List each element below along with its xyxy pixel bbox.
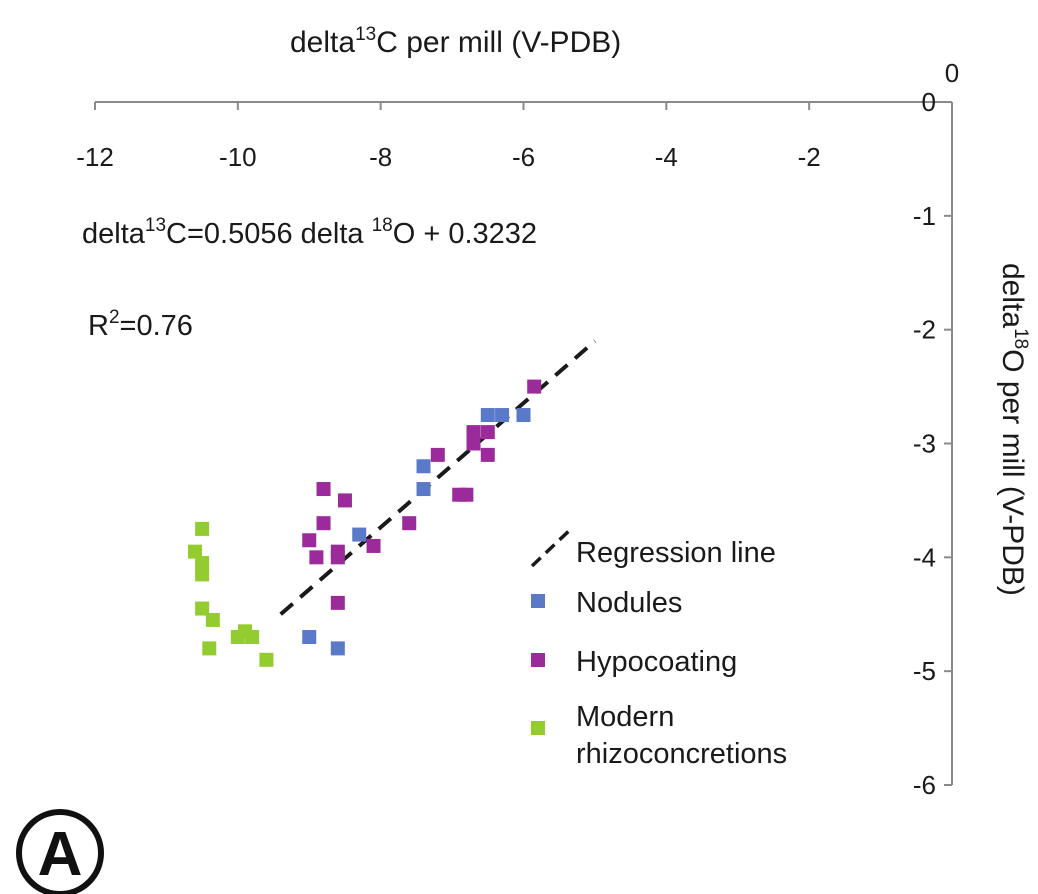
equation-part2: C=0.5056 delta xyxy=(166,218,372,250)
legend-hypocoating-swatch xyxy=(531,653,545,667)
point-modern-rhizoconcretions xyxy=(195,601,210,616)
x-tick-label: -2 xyxy=(798,142,821,172)
point-hypocoating xyxy=(402,516,417,531)
point-hypocoating xyxy=(466,436,481,451)
x-axis-end-label: 0 xyxy=(945,58,959,88)
point-nodules xyxy=(480,408,495,423)
point-hypocoating xyxy=(302,533,317,548)
x-axis-title-rest: C per mill (V-PDB) xyxy=(376,26,621,59)
x-ticks: -12 -10 -8 -6 -4 -2 xyxy=(76,102,821,172)
legend-regression-label: Regression line xyxy=(576,537,776,569)
regression-line xyxy=(279,339,597,616)
point-nodules xyxy=(416,482,431,497)
axes xyxy=(95,101,953,785)
legend-modern-rhizoconcretions-swatch xyxy=(531,721,545,735)
point-modern-rhizoconcretions xyxy=(195,567,210,582)
point-nodules xyxy=(352,527,367,542)
legend-modern-line1: Modern xyxy=(576,701,674,733)
equation-part1: delta xyxy=(82,218,146,250)
point-hypocoating xyxy=(316,482,331,497)
point-modern-rhizoconcretions xyxy=(259,652,274,667)
legend-modern-line2: rhizoconcretions xyxy=(576,738,787,770)
legend-regression-swatch xyxy=(530,526,574,568)
point-modern-rhizoconcretions xyxy=(195,521,210,536)
y-axis-title-rest: O per mill (V-PDB) xyxy=(996,349,1029,596)
x-tick-label: -10 xyxy=(219,142,257,172)
panel-label-circle xyxy=(16,809,104,894)
y-axis-title-sup: 18 xyxy=(1010,328,1031,349)
r-squared-sup: 2 xyxy=(109,307,120,328)
x-tick-label: -6 xyxy=(512,142,535,172)
point-nodules xyxy=(516,408,531,423)
y-axis-title-main: delta xyxy=(996,263,1029,328)
point-hypocoating xyxy=(527,379,542,394)
r-squared-prefix: R xyxy=(88,310,109,342)
y-tick-label: -5 xyxy=(913,656,936,686)
point-hypocoating xyxy=(466,425,481,440)
point-hypocoating xyxy=(480,425,495,440)
x-axis-title-sup: 13 xyxy=(355,24,376,45)
point-hypocoating xyxy=(330,550,345,565)
point-hypocoating xyxy=(480,447,495,462)
point-hypocoating xyxy=(309,550,324,565)
x-axis-title: delta13C per mill (V-PDB) xyxy=(290,24,621,59)
point-modern-rhizoconcretions xyxy=(202,641,217,656)
y-axis-title: delta18O per mill (V-PDB) xyxy=(996,263,1031,596)
equation-sup1: 13 xyxy=(145,215,166,236)
y-ticks: 0 -1 -2 -3 -4 -5 -6 xyxy=(913,87,952,800)
data-points xyxy=(187,379,542,667)
point-modern-rhizoconcretions xyxy=(205,612,220,627)
equation-part3: O + 0.3232 xyxy=(393,218,537,250)
r-squared-label: R2=0.76 xyxy=(88,307,193,342)
point-hypocoating xyxy=(316,516,331,531)
y-tick-label: 0 xyxy=(922,87,936,117)
point-hypocoating xyxy=(337,493,352,508)
legend-hypocoating-label: Hypocoating xyxy=(576,646,737,678)
point-hypocoating xyxy=(459,487,474,502)
legend: Regression line Nodules Hypocoating Mode… xyxy=(530,526,787,770)
panel-label: A xyxy=(16,809,104,894)
point-hypocoating xyxy=(430,447,445,462)
legend-nodules-swatch xyxy=(531,594,545,608)
point-modern-rhizoconcretions xyxy=(245,630,260,645)
x-tick-label: -4 xyxy=(655,142,678,172)
point-hypocoating xyxy=(366,538,381,553)
point-modern-rhizoconcretions xyxy=(195,556,210,571)
legend-nodules-label: Nodules xyxy=(576,587,682,619)
x-tick-label: -12 xyxy=(76,142,114,172)
y-tick-label: -1 xyxy=(913,201,936,231)
point-nodules xyxy=(416,459,431,474)
point-nodules xyxy=(330,641,345,656)
panel-label-letter: A xyxy=(38,820,83,889)
point-modern-rhizoconcretions xyxy=(187,544,202,559)
legend-modern-rhizoconcretions-label: Modern rhizoconcretions xyxy=(576,701,787,770)
point-nodules xyxy=(302,630,317,645)
point-hypocoating xyxy=(330,595,345,610)
r-squared-rest: =0.76 xyxy=(120,310,193,342)
y-tick-label: -4 xyxy=(913,542,936,572)
x-tick-label: -8 xyxy=(369,142,392,172)
equation-sup2: 18 xyxy=(372,215,393,236)
x-axis-title-main: delta xyxy=(290,26,355,59)
y-tick-label: -6 xyxy=(913,770,936,800)
y-tick-label: -3 xyxy=(913,429,936,459)
regression-equation: delta13C=0.5056 delta 18O + 0.3232 xyxy=(82,215,537,250)
y-tick-label: -2 xyxy=(913,315,936,345)
point-nodules xyxy=(495,408,510,423)
